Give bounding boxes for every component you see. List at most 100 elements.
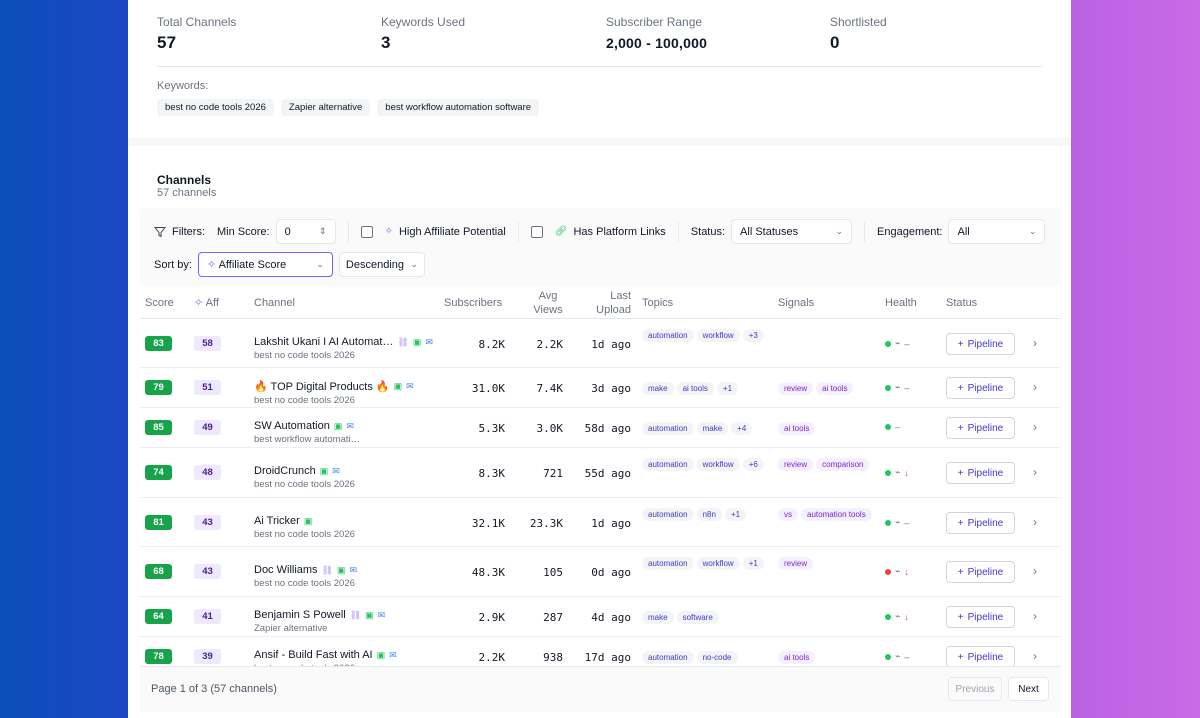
mail-icon[interactable]: ✉ (425, 336, 433, 347)
add-to-pipeline-button[interactable]: + Pipeline (946, 561, 1015, 583)
channel-name[interactable]: Ai Tricker (254, 515, 300, 527)
signal-tag: review (778, 458, 814, 471)
channel-cell[interactable]: SW Automation ▣ ✉ best workflow automati… (254, 420, 439, 445)
channel-cell[interactable]: Ai Tricker ▣ best no code tools 2026 (254, 515, 439, 540)
aff-badge: 43 (194, 515, 221, 530)
plus-icon: + (957, 338, 964, 350)
order-select[interactable]: Descending ⌄ (338, 252, 425, 277)
add-to-pipeline-button[interactable]: + Pipeline (946, 646, 1015, 668)
last-upload-value: 17d ago (584, 651, 631, 664)
channel-cell[interactable]: DroidCrunch ▣ ✉ best no code tools 2026 (254, 465, 439, 490)
avg-views-value: 3.0K (536, 422, 564, 435)
channel-name-line: Lakshit Ukani I AI Automat… ⛓ ▣ ✉ (254, 336, 439, 348)
mail-icon[interactable]: ✉ (389, 649, 397, 660)
col-subscribers[interactable]: Subscribers (444, 297, 503, 309)
high-affiliate-checkbox[interactable] (360, 225, 373, 238)
score-badge: 64 (145, 609, 172, 624)
table-row[interactable]: 74 48 DroidCrunch ▣ ✉ best no code tools 2… (140, 448, 1061, 498)
activity-icon: ⌁ (895, 566, 901, 576)
table-row[interactable]: 81 43 Ai Tricker ▣ best no code tools 202… (140, 498, 1061, 547)
add-to-pipeline-button[interactable]: + Pipeline (946, 462, 1015, 484)
subscribers-value: 8.2K (478, 338, 506, 351)
topic-tag: automation (642, 458, 694, 471)
table-row[interactable]: 85 49 SW Automation ▣ ✉ best workflow auto… (140, 408, 1061, 448)
platform-links-label[interactable]: Has Platform Links (573, 225, 666, 238)
channel-cell[interactable]: Doc Williams ⛓ ▣ ✉ best no code tools 2026 (254, 564, 439, 589)
activity-icon: ⌁ (895, 651, 901, 661)
order-value: Descending (345, 258, 404, 271)
signals-cell: review ai tools (778, 378, 878, 399)
mail-icon[interactable]: ✉ (332, 465, 340, 476)
channel-cell[interactable]: Benjamin S Powell ⛓ ▣ ✉ Zapier alternative (254, 609, 439, 634)
trend-down-icon: ↓ (904, 611, 909, 622)
link-icon[interactable]: ⛓ (349, 609, 362, 620)
youtube-icon[interactable]: ▣ (365, 609, 374, 620)
chevron-right-icon[interactable]: › (1033, 336, 1037, 350)
add-to-pipeline-button[interactable]: + Pipeline (946, 512, 1015, 534)
min-score-input[interactable]: 0 ⇕ (275, 219, 336, 244)
youtube-icon[interactable]: ▣ (333, 420, 343, 431)
previous-button[interactable]: Previous (948, 677, 1002, 701)
min-score-label: Min Score: (217, 225, 270, 238)
table-row[interactable]: 79 51 🔥 TOP Digital Products 🔥 ▣ ✉ best no… (140, 368, 1061, 408)
stat-keywords-used: Keywords Used 3 (381, 15, 465, 53)
add-to-pipeline-button[interactable]: + Pipeline (946, 606, 1015, 628)
link-icon[interactable]: ⛓ (321, 564, 333, 575)
chevron-right-icon[interactable]: › (1033, 649, 1037, 663)
col-avg-views[interactable]: Avg Views (533, 290, 563, 316)
filter-row-1: Filters: Min Score: 0 ⇕ ✧ High Affiliate… (154, 219, 1046, 244)
channel-cell[interactable]: Lakshit Ukani I AI Automat… ⛓ ▣ ✉ best no c… (254, 336, 439, 361)
col-score[interactable]: Score (145, 297, 174, 309)
table-row[interactable]: 83 58 Lakshit Ukani I AI Automat… ⛓ ▣ ✉ bes… (140, 319, 1061, 368)
col-last-upload[interactable]: Last Upload (596, 290, 631, 316)
channel-name[interactable]: DroidCrunch (254, 465, 316, 477)
platform-links-checkbox[interactable] (530, 225, 543, 238)
channel-keyword: best no code tools 2026 (254, 578, 355, 589)
chevron-right-icon[interactable]: › (1033, 380, 1037, 394)
chevron-right-icon[interactable]: › (1033, 420, 1037, 434)
mail-icon[interactable]: ✉ (349, 564, 358, 575)
youtube-icon[interactable]: ▣ (337, 564, 346, 575)
topic-tag: ai tools (676, 382, 714, 395)
high-affiliate-label[interactable]: High Affiliate Potential (398, 225, 506, 238)
channel-name[interactable]: SW Automation (254, 420, 330, 432)
mail-icon[interactable]: ✉ (346, 420, 354, 431)
health-dot (885, 519, 891, 526)
table-row[interactable]: 64 41 Benjamin S Powell ⛓ ▣ ✉ Zapier altern… (140, 597, 1061, 637)
table-row[interactable]: 68 43 Doc Williams ⛓ ▣ ✉ best no code tools… (140, 547, 1061, 597)
channel-keyword: best no code tools 2026 (254, 479, 355, 490)
mail-icon[interactable]: ✉ (406, 381, 414, 391)
col-channel[interactable]: Channel (254, 297, 295, 309)
col-health: Health (885, 297, 917, 309)
stat-total-channels: Total Channels 57 (157, 15, 236, 53)
mail-icon[interactable]: ✉ (377, 609, 386, 620)
add-to-pipeline-button[interactable]: + Pipeline (946, 333, 1015, 355)
chevron-right-icon[interactable]: › (1033, 564, 1037, 578)
link-icon[interactable]: ⛓ (397, 336, 409, 347)
channel-name[interactable]: Lakshit Ukani I AI Automat… (254, 336, 394, 348)
sort-select[interactable]: ✧ Affiliate Score ⌄ (197, 252, 333, 277)
status-select[interactable]: All Statuses ⌄ (731, 219, 853, 244)
pipeline-label: Pipeline (967, 338, 1004, 350)
col-aff[interactable]: ✧ Aff (194, 296, 219, 310)
channel-name[interactable]: Benjamin S Powell (254, 609, 346, 621)
channel-name[interactable]: 🔥 TOP Digital Products 🔥 (254, 381, 390, 393)
channel-name[interactable]: Doc Williams (254, 564, 318, 576)
engagement-select[interactable]: All ⌄ (948, 219, 1046, 244)
next-button[interactable]: Next (1008, 677, 1049, 701)
stepper-icon[interactable]: ⇕ (319, 226, 327, 236)
add-to-pipeline-button[interactable]: + Pipeline (946, 417, 1015, 439)
topics-cell: automation n8n +1 (642, 504, 772, 525)
youtube-icon[interactable]: ▣ (376, 649, 386, 660)
chevron-right-icon[interactable]: › (1033, 609, 1037, 623)
chevron-right-icon[interactable]: › (1033, 465, 1037, 479)
channel-cell[interactable]: 🔥 TOP Digital Products 🔥 ▣ ✉ best no code … (254, 380, 439, 406)
channel-name[interactable]: Ansif - Build Fast with AI (254, 649, 373, 661)
youtube-icon[interactable]: ▣ (319, 465, 329, 476)
subscribers-value: 48.3K (471, 566, 505, 579)
youtube-icon[interactable]: ▣ (393, 381, 403, 391)
youtube-icon[interactable]: ▣ (303, 515, 313, 526)
youtube-icon[interactable]: ▣ (412, 336, 422, 347)
add-to-pipeline-button[interactable]: + Pipeline (946, 377, 1015, 399)
chevron-right-icon[interactable]: › (1033, 515, 1037, 529)
